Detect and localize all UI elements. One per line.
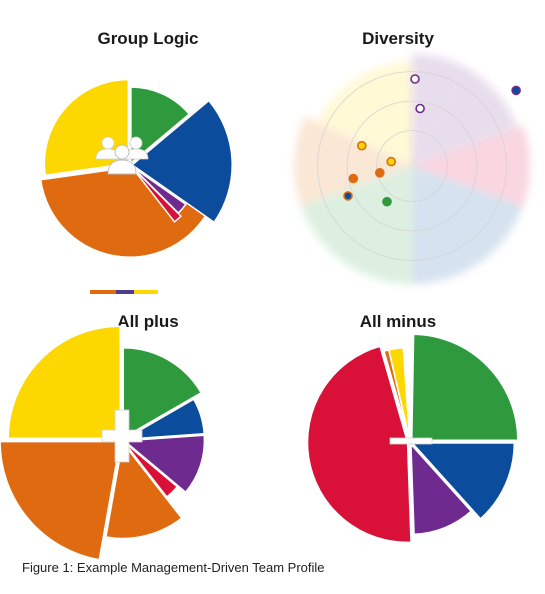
diversity-sector-red-4 [412, 125, 530, 207]
pie-slice-yellow-1 [7, 325, 121, 439]
pie-slice-purple-5 [410, 442, 473, 536]
legend-bar-segment-orange [90, 290, 116, 294]
diversity-point-8 [511, 85, 521, 96]
diversity-ring-1 [346, 100, 478, 232]
minus-icon [389, 437, 433, 445]
diversity-polar [294, 54, 530, 284]
diversity-point-0 [343, 191, 353, 201]
diversity-sector-blue-5 [412, 166, 523, 284]
pie-slice-green-2 [130, 86, 191, 165]
pie-group-logic [39, 78, 233, 258]
legend-bar-segment-blue [116, 290, 134, 294]
panel-group-logic: Group Logic [39, 29, 233, 294]
diversity-point-6 [410, 74, 420, 84]
diversity-point-1 [348, 173, 359, 184]
pie-slice-orange-0 [0, 440, 121, 561]
chart-title-group-logic: Group Logic [97, 29, 198, 48]
pie-slice-blue-3 [124, 398, 206, 441]
pie-slice-orange-6 [105, 440, 183, 540]
plus-icon [101, 409, 143, 463]
diversity-point-3 [374, 168, 385, 178]
diversity-point-2 [356, 140, 367, 151]
diversity-ring-0 [376, 130, 448, 202]
pie-slice-red-5 [130, 166, 183, 223]
pie-all-minus [306, 333, 519, 544]
pie-slice-red-0 [306, 345, 412, 544]
panel-diversity: Diversity [294, 29, 530, 284]
legend-bar-segment-yellow [134, 290, 158, 294]
diversity-point-5 [382, 196, 392, 207]
pie-slice-purple-4 [122, 434, 206, 494]
color-legend-bar [90, 290, 158, 294]
pie-slice-yellow-2 [388, 346, 411, 440]
diversity-sector-orange-0 [294, 116, 412, 207]
figure-caption: Figure 1: Example Management-Driven Team… [22, 560, 325, 575]
chart-title-diversity: Diversity [362, 29, 434, 48]
pie-slice-green-2 [122, 347, 203, 440]
pie-slice-green-3 [411, 333, 519, 442]
pie-slice-blue-4 [410, 442, 516, 520]
diversity-sector-purple-2 [412, 54, 468, 166]
pie-slice-blue-3 [130, 99, 233, 224]
panel-all-plus: All plus [0, 312, 206, 561]
diversity-sector-green-6 [301, 166, 412, 284]
pie-slice-red-5 [123, 441, 179, 499]
chart-title-all-plus: All plus [117, 312, 178, 331]
pie-all-plus [0, 325, 206, 561]
chart-title-all-minus: All minus [360, 312, 437, 331]
panel-all-minus: All minus [306, 312, 519, 544]
group-people-icon [95, 136, 149, 175]
diversity-ring-2 [317, 71, 507, 261]
diversity-point-7 [415, 103, 425, 114]
diversity-point-4 [386, 156, 397, 167]
